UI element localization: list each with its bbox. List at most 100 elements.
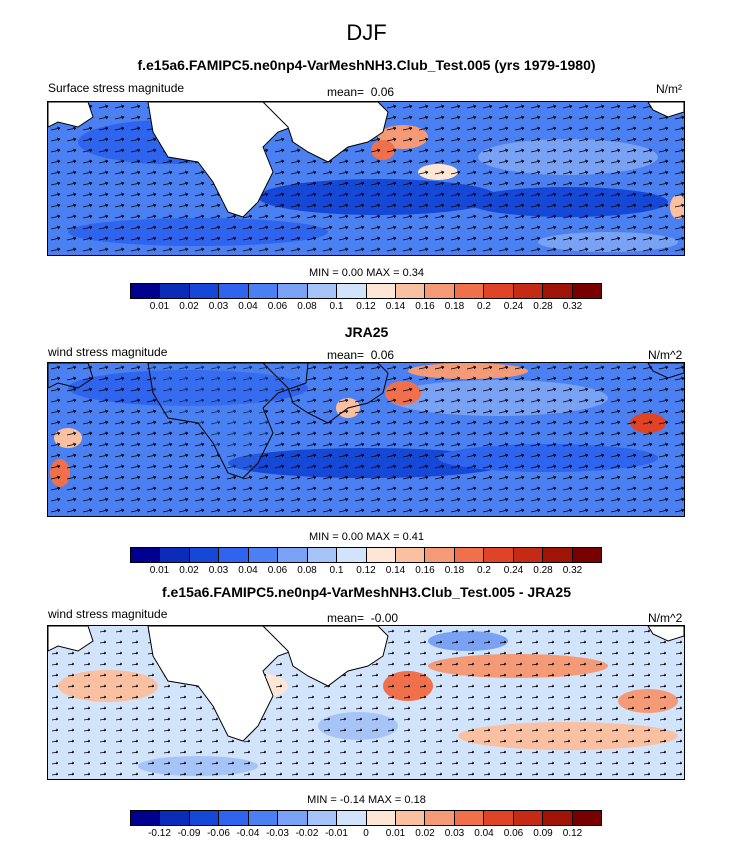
colorbar-tick-label: 0.2 bbox=[477, 565, 491, 576]
colorbar-cell bbox=[219, 284, 249, 298]
max-value: 0.18 bbox=[404, 794, 426, 806]
land-americas bbox=[647, 626, 684, 642]
min-label: MIN = bbox=[307, 794, 337, 806]
mean-value: 0.06 bbox=[370, 85, 395, 99]
colorbar-cell bbox=[248, 811, 279, 825]
colorbar-cell bbox=[543, 548, 573, 562]
colorbar-cell bbox=[278, 284, 308, 298]
colorbar-cell bbox=[307, 548, 338, 562]
land-asia bbox=[262, 626, 389, 687]
panel-mean-diff: mean= -0.00 bbox=[327, 611, 398, 625]
colorbar-tick-label: -0.12 bbox=[148, 828, 171, 839]
colorbar-tick-label: 0.1 bbox=[329, 565, 344, 576]
colorbar-tick-label: -0.04 bbox=[236, 828, 260, 839]
map-svg-diff bbox=[48, 626, 684, 779]
panel-title-obs: JRA25 bbox=[344, 324, 389, 340]
colorbar-cell bbox=[248, 548, 279, 562]
mean-label: mean= bbox=[327, 611, 365, 625]
colorbar-tick-label: 0.06 bbox=[267, 301, 288, 312]
colorbar-tick-label: 0.32 bbox=[562, 301, 583, 312]
colorbar-tick-label: 0.14 bbox=[385, 565, 406, 576]
colorbar-cell bbox=[513, 284, 544, 298]
colorbar-cell bbox=[189, 811, 220, 825]
colorbar-tick-label: 0.18 bbox=[444, 565, 465, 576]
colorbar-tick-label: 0.28 bbox=[533, 301, 553, 312]
max-label: MAX = bbox=[366, 531, 400, 543]
colorbar-cell bbox=[484, 811, 514, 825]
colorbar-ticks-diff: -0.12 -0.09 -0.06 -0.04 -0.03 -0.02 -0.01 0 0.01… bbox=[130, 828, 602, 842]
colorbar-cell bbox=[248, 284, 279, 298]
colorbar-cell bbox=[543, 284, 573, 298]
colorbar-tick-label: 0.16 bbox=[415, 301, 435, 312]
panel-units-obs: N/m^2 bbox=[648, 348, 683, 362]
colorbar-tick-label: -0.09 bbox=[177, 828, 201, 839]
colorbar-tick-label: 0.03 bbox=[208, 301, 229, 312]
colorbar-cell bbox=[131, 811, 161, 825]
map-svg-model bbox=[48, 102, 684, 255]
land-west bbox=[48, 363, 94, 389]
colorbar-cell bbox=[160, 548, 190, 562]
panel-left-label-model: Surface stress magnitude bbox=[48, 81, 185, 95]
panel-mean-obs: mean= 0.06 bbox=[327, 348, 394, 362]
colorbar-cell bbox=[454, 811, 485, 825]
colorbar-tick-label: 0.14 bbox=[385, 301, 406, 312]
land-west bbox=[48, 626, 94, 652]
max-label: MAX = bbox=[366, 267, 400, 279]
map-panel-obs bbox=[47, 362, 685, 517]
colorbar-tick-label: 0.02 bbox=[415, 828, 435, 839]
colorbar-tick-label: 0.12 bbox=[562, 828, 583, 839]
mean-value: 0.06 bbox=[370, 348, 395, 362]
minmax-diff: MIN = -0.14 MAX = 0.18 bbox=[0, 794, 733, 806]
colorbar-tick-label: 0.01 bbox=[149, 565, 170, 576]
colorbar-cell bbox=[484, 548, 514, 562]
panel-title-diff: f.e15a6.FAMIPC5.ne0np4-VarMeshNH3.Club_T… bbox=[161, 584, 571, 600]
colorbar-tick-label: 0.08 bbox=[297, 301, 317, 312]
colorbar-cell bbox=[572, 811, 601, 825]
colorbar-cell bbox=[337, 548, 367, 562]
panel-units-diff: N/m^2 bbox=[648, 611, 683, 625]
min-label: MIN = bbox=[308, 531, 339, 543]
min-label: MIN = bbox=[308, 267, 339, 279]
panel-left-label-diff: wind stress magnitude bbox=[48, 607, 168, 621]
colorbar-tick-label: 0.04 bbox=[238, 301, 258, 312]
colorbar-cell bbox=[366, 284, 396, 298]
colorbar-tick-label: -0.02 bbox=[295, 828, 319, 839]
colorbar-cell bbox=[543, 811, 573, 825]
colorbar-cell bbox=[425, 548, 455, 562]
panel-mean-model: mean= 0.06 bbox=[327, 85, 394, 99]
colorbar-cell bbox=[395, 811, 426, 825]
min-value: 0.00 bbox=[341, 531, 364, 543]
colorbar-ticks-model: 0.01 0.02 0.03 0.04 0.06 0.08 0.1 0.12 0.14 0.16 0… bbox=[130, 301, 602, 315]
colorbar-tick-label: 0.12 bbox=[356, 565, 376, 576]
max-value: 0.41 bbox=[402, 531, 424, 543]
colorbar-tick-label: -0.03 bbox=[266, 828, 289, 839]
colorbar-tick-label: 0.03 bbox=[208, 565, 229, 576]
colorbar-cell bbox=[366, 811, 396, 825]
colorbar-cell bbox=[307, 811, 338, 825]
panel-left-label-obs: wind stress magnitude bbox=[48, 345, 168, 359]
colorbar-cell bbox=[395, 284, 426, 298]
wind-vectors bbox=[48, 363, 684, 516]
colorbar-tick-label: 0.06 bbox=[267, 565, 288, 576]
colorbar-tick-label: 0.08 bbox=[297, 565, 317, 576]
colorbar-diff bbox=[130, 810, 602, 826]
colorbar-cell bbox=[572, 548, 601, 562]
colorbar-tick-label: -0.01 bbox=[325, 828, 348, 839]
max-label: MAX = bbox=[368, 794, 402, 806]
colorbar-cell bbox=[160, 284, 190, 298]
colorbar-tick-label: 0.28 bbox=[533, 565, 553, 576]
colorbar-cell bbox=[513, 811, 544, 825]
land-americas bbox=[647, 363, 684, 379]
map-panel-diff bbox=[47, 625, 685, 780]
colorbar-obs bbox=[130, 547, 602, 563]
min-value: -0.14 bbox=[339, 794, 365, 806]
minmax-obs: MIN = 0.00 MAX = 0.41 bbox=[0, 531, 733, 543]
minmax-model: MIN = 0.00 MAX = 0.34 bbox=[0, 267, 733, 279]
colorbar-tick-label: 0.2 bbox=[477, 301, 491, 312]
colorbar-cell bbox=[278, 811, 308, 825]
land-africa bbox=[147, 363, 309, 479]
panel-title-model: f.e15a6.FAMIPC5.ne0np4-VarMeshNH3.Club_T… bbox=[137, 57, 596, 73]
land-americas bbox=[647, 102, 684, 118]
colorbar-tick-label: 0 bbox=[363, 828, 369, 839]
colorbar-tick-label: 0.02 bbox=[179, 301, 199, 312]
